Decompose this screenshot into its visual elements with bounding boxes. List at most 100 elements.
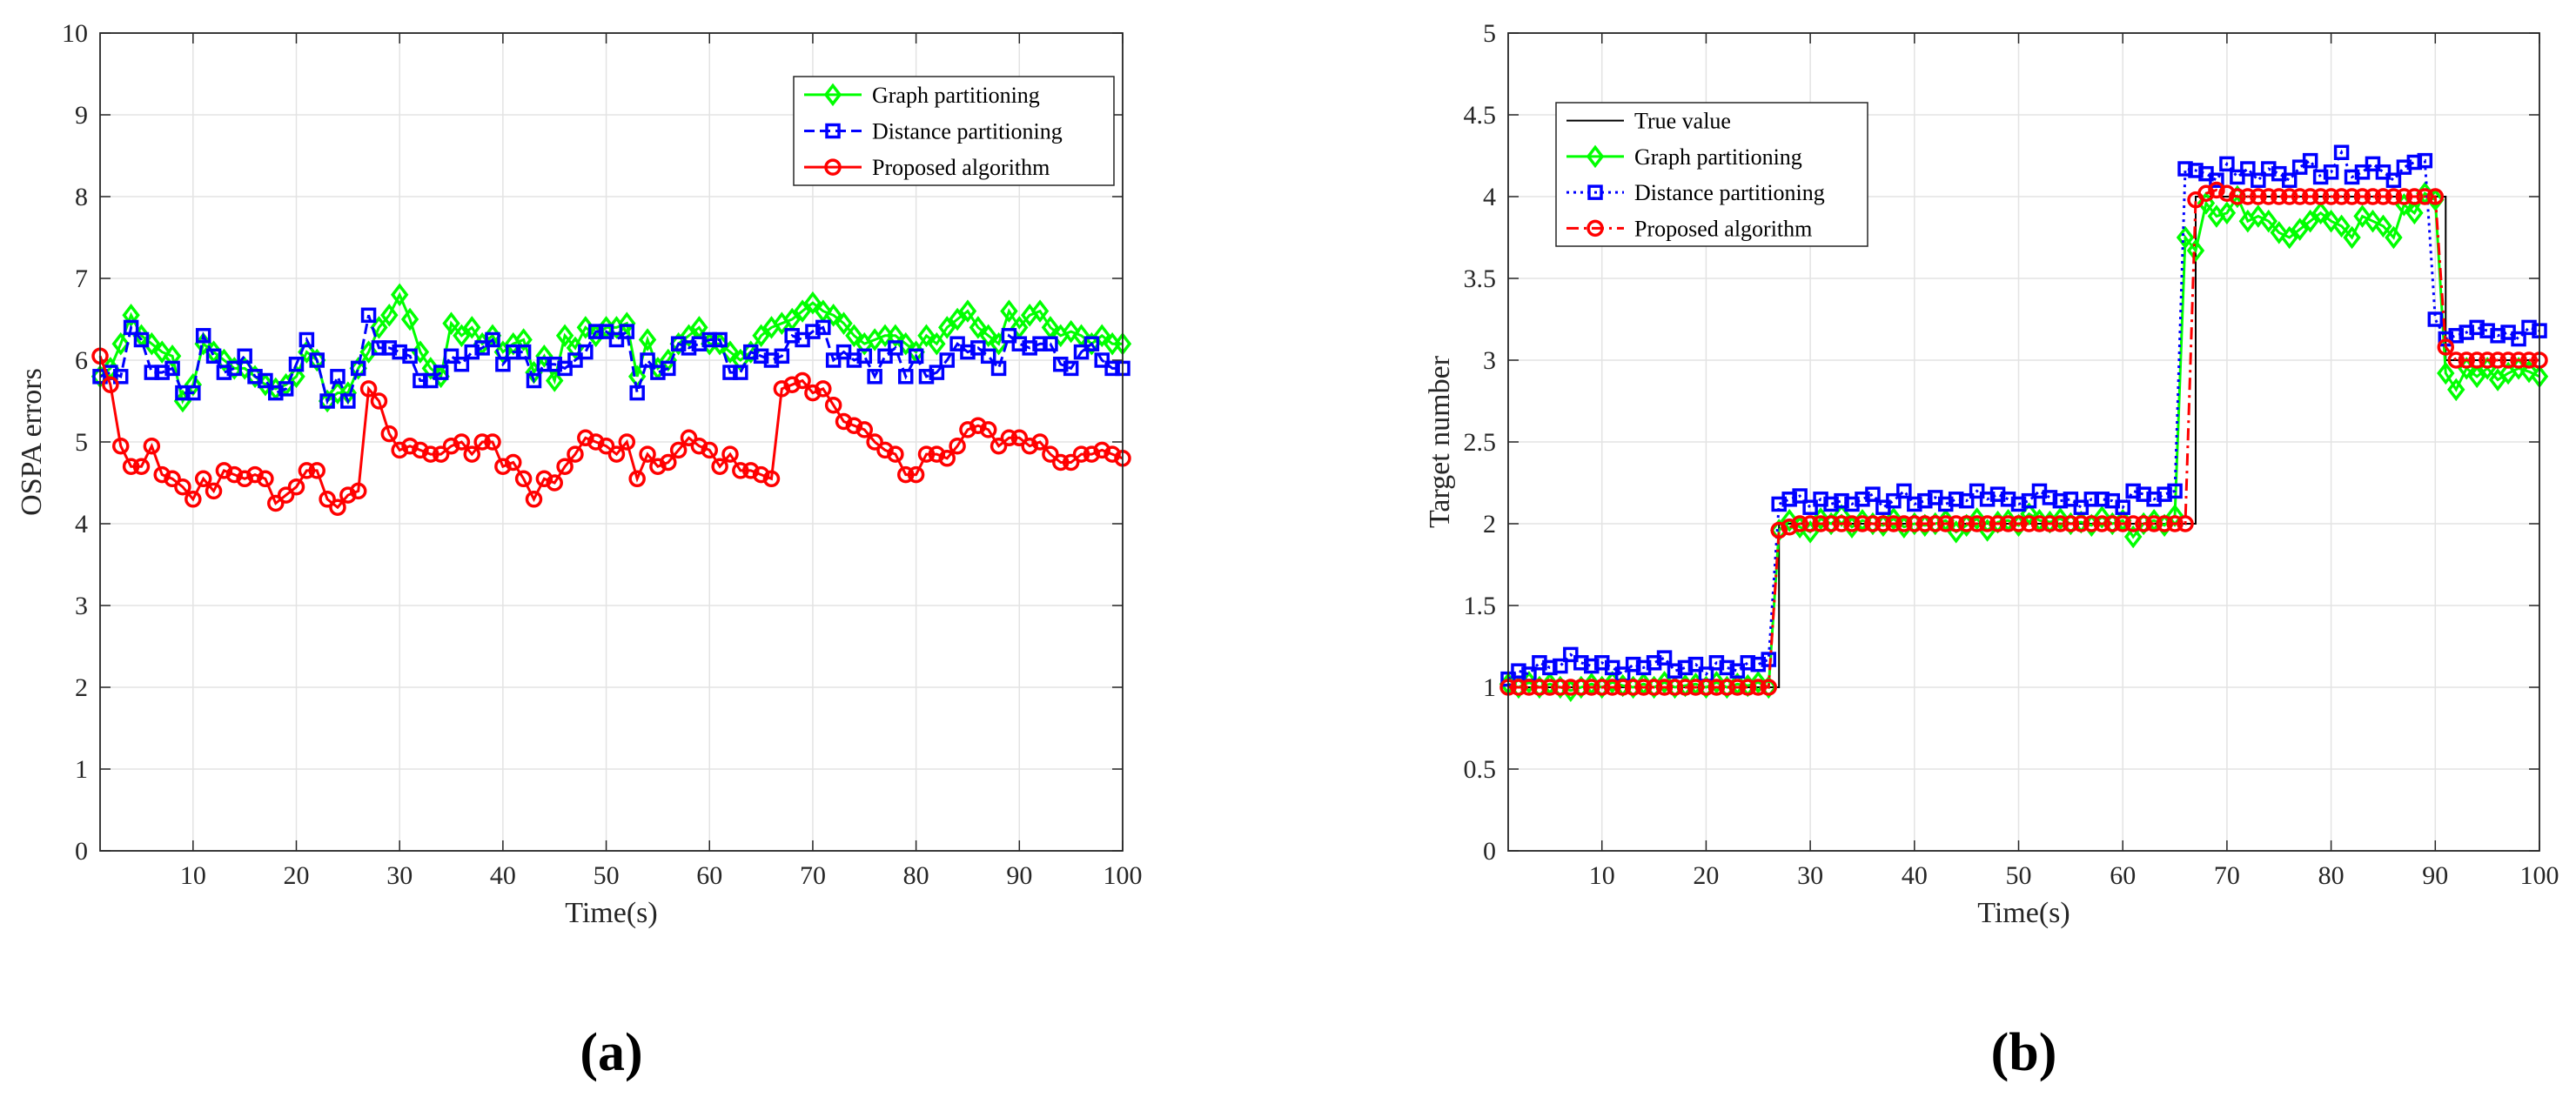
marker-proposed-algorithm xyxy=(1593,679,1611,696)
marker-distance-partitioning xyxy=(360,307,377,324)
marker-distance-partitioning xyxy=(949,336,965,351)
marker-graph-partitioning xyxy=(2093,505,2111,529)
marker-proposed-algorithm xyxy=(308,462,325,479)
marker-proposed-algorithm xyxy=(1875,515,1892,532)
marker-distance-partitioning xyxy=(2167,483,2183,499)
marker-proposed-algorithm xyxy=(897,465,915,484)
marker-distance-partitioning xyxy=(888,340,903,356)
marker-distance-partitioning xyxy=(835,344,852,360)
marker-graph-partitioning xyxy=(453,324,471,348)
marker-distance-partitioning xyxy=(960,344,976,360)
marker-proposed-algorithm xyxy=(1104,445,1121,463)
marker-proposed-algorithm xyxy=(1603,679,1621,696)
marker-proposed-algorithm xyxy=(391,441,408,459)
marker-distance-partitioning xyxy=(742,344,759,360)
marker-proposed-algorithm xyxy=(1573,679,1590,696)
marker-distance-partitioning xyxy=(278,381,294,397)
marker-distance-partitioning xyxy=(1740,655,1756,671)
marker-proposed-algorithm xyxy=(979,421,997,438)
marker-distance-partitioning xyxy=(515,344,532,360)
marker-graph-partitioning xyxy=(1655,671,1674,694)
marker-distance-partitioning xyxy=(691,336,708,351)
marker-graph-partitioning xyxy=(2186,238,2205,263)
marker-distance-partitioning xyxy=(2177,161,2193,177)
marker-distance-partitioning xyxy=(970,340,986,356)
marker-proposed-algorithm xyxy=(1531,679,1548,696)
marker-distance-partitioning xyxy=(164,360,180,377)
marker-proposed-algorithm xyxy=(1895,515,1913,532)
marker-proposed-algorithm xyxy=(959,421,976,438)
marker-graph-partitioning xyxy=(111,331,130,356)
marker-distance-partitioning xyxy=(319,393,335,409)
marker-distance-partitioning xyxy=(1083,336,1100,351)
marker-proposed-algorithm xyxy=(1707,679,1726,696)
marker-distance-partitioning xyxy=(2406,154,2423,171)
marker-distance-partitioning xyxy=(867,369,882,385)
marker-distance-partitioning xyxy=(2209,172,2224,188)
marker-proposed-algorithm xyxy=(855,421,874,438)
marker-proposed-algorithm xyxy=(2145,515,2163,532)
marker-proposed-algorithm xyxy=(835,412,853,431)
marker-graph-partitioning xyxy=(938,316,956,339)
marker-proposed-algorithm xyxy=(1042,445,1059,463)
marker-proposed-algorithm xyxy=(741,462,760,479)
x-tick-label: 50 xyxy=(594,861,620,890)
marker-proposed-algorithm xyxy=(349,482,367,500)
marker-graph-partitioning xyxy=(824,304,842,327)
marker-distance-partitioning xyxy=(205,348,222,365)
marker-distance-partitioning xyxy=(1834,492,1849,509)
marker-graph-partitioning xyxy=(400,307,419,331)
marker-proposed-algorithm xyxy=(587,433,605,451)
marker-distance-partitioning xyxy=(1043,336,1058,351)
marker-proposed-algorithm xyxy=(1812,515,1829,532)
legend-marker-distance-partitioning xyxy=(825,123,841,139)
marker-proposed-algorithm xyxy=(969,417,987,434)
marker-proposed-algorithm xyxy=(1583,679,1600,696)
marker-distance-partitioning xyxy=(980,348,996,365)
marker-distance-partitioning xyxy=(1104,360,1120,377)
marker-graph-partitioning xyxy=(370,316,388,339)
legend-label-proposed-algorithm: Proposed algorithm xyxy=(1634,216,1812,241)
marker-distance-partitioning xyxy=(1053,356,1069,372)
x-axis-label: Time(s) xyxy=(1977,897,2070,929)
marker-proposed-algorithm xyxy=(773,380,791,398)
marker-proposed-algorithm xyxy=(2009,515,2028,532)
marker-proposed-algorithm xyxy=(2374,188,2392,205)
marker-proposed-algorithm xyxy=(2332,188,2351,205)
marker-proposed-algorithm xyxy=(1885,515,1902,532)
marker-proposed-algorithm xyxy=(370,392,388,410)
marker-proposed-algorithm xyxy=(1978,515,1996,532)
marker-proposed-algorithm xyxy=(1083,445,1101,463)
marker-proposed-algorithm xyxy=(2229,188,2246,205)
marker-distance-partitioning xyxy=(1687,656,1704,672)
marker-distance-partitioning xyxy=(2042,490,2058,505)
marker-proposed-algorithm xyxy=(1666,679,1684,696)
legend-marker-proposed-algorithm xyxy=(1587,219,1604,238)
x-tick-label: 90 xyxy=(2422,861,2448,890)
marker-proposed-algorithm xyxy=(267,494,285,512)
marker-distance-partitioning xyxy=(1573,655,1589,671)
marker-distance-partitioning xyxy=(2448,328,2464,344)
marker-proposed-algorithm xyxy=(2051,515,2070,532)
marker-proposed-algorithm xyxy=(2020,515,2038,532)
marker-distance-partitioning xyxy=(1625,656,1641,672)
marker-graph-partitioning xyxy=(2123,525,2143,549)
marker-proposed-algorithm xyxy=(2124,515,2142,532)
marker-distance-partitioning xyxy=(247,369,263,385)
y-tick-label: 1 xyxy=(75,755,88,784)
marker-proposed-algorithm xyxy=(639,445,656,463)
y-tick-label: 3.5 xyxy=(1464,264,1497,293)
marker-proposed-algorithm xyxy=(2385,188,2403,205)
marker-distance-partitioning xyxy=(2427,311,2444,327)
marker-distance-partitioning xyxy=(1886,492,1902,509)
marker-proposed-algorithm xyxy=(380,425,399,443)
marker-proposed-algorithm xyxy=(649,458,667,475)
marker-proposed-algorithm xyxy=(1822,515,1840,532)
marker-graph-partitioning xyxy=(1093,324,1111,348)
marker-distance-partitioning xyxy=(536,356,553,372)
marker-proposed-algorithm xyxy=(2458,351,2475,369)
series-markers-proposed-algorithm xyxy=(1499,181,2548,696)
marker-distance-partitioning xyxy=(175,385,191,401)
marker-distance-partitioning xyxy=(1542,659,1558,676)
marker-proposed-algorithm xyxy=(111,437,130,455)
